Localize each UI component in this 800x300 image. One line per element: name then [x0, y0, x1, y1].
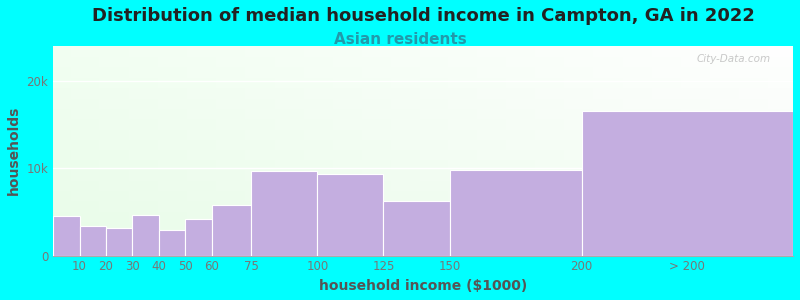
- Bar: [212, 205, 251, 256]
- Title: Distribution of median household income in Campton, GA in 2022: Distribution of median household income …: [92, 7, 754, 25]
- Bar: [383, 202, 450, 256]
- Bar: [450, 170, 582, 256]
- Bar: [53, 216, 79, 256]
- Y-axis label: households: households: [7, 106, 21, 196]
- Bar: [186, 219, 212, 256]
- Text: City-Data.com: City-Data.com: [697, 54, 771, 64]
- Bar: [582, 112, 793, 256]
- Bar: [251, 171, 318, 256]
- Bar: [79, 226, 106, 256]
- Text: Asian residents: Asian residents: [334, 32, 466, 46]
- Bar: [318, 174, 383, 256]
- Bar: [132, 215, 159, 256]
- Bar: [106, 228, 132, 256]
- Bar: [159, 230, 186, 256]
- X-axis label: household income ($1000): household income ($1000): [319, 279, 527, 293]
